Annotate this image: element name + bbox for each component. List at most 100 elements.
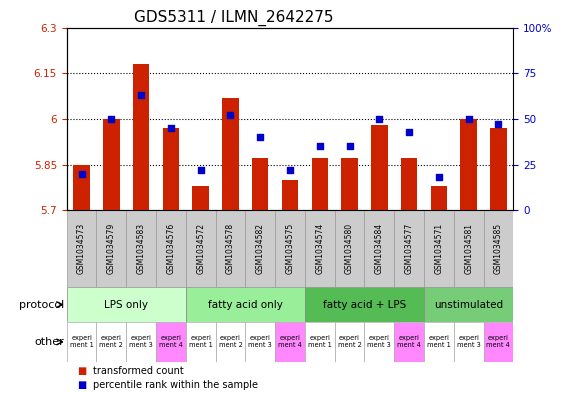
Text: experi
ment 3: experi ment 3 xyxy=(368,335,391,349)
Text: other: other xyxy=(34,337,64,347)
Bar xyxy=(335,210,364,287)
Bar xyxy=(186,210,216,287)
Bar xyxy=(394,210,424,287)
Bar xyxy=(484,210,513,287)
Point xyxy=(256,134,265,140)
Bar xyxy=(364,210,394,287)
Point xyxy=(494,121,503,127)
Bar xyxy=(96,210,126,287)
Text: ■: ■ xyxy=(78,366,90,376)
Bar xyxy=(126,322,156,362)
Point xyxy=(464,116,473,122)
Bar xyxy=(394,322,424,362)
Text: protocol: protocol xyxy=(19,299,64,310)
Bar xyxy=(96,322,126,362)
Bar xyxy=(305,210,335,287)
Text: GSM1034572: GSM1034572 xyxy=(196,223,205,274)
Text: experi
ment 1: experi ment 1 xyxy=(189,335,212,349)
Text: experi
ment 3: experi ment 3 xyxy=(248,335,272,349)
Text: LPS only: LPS only xyxy=(104,299,148,310)
Point xyxy=(315,143,324,149)
Bar xyxy=(186,322,216,362)
Point xyxy=(196,167,205,173)
Text: GSM1034579: GSM1034579 xyxy=(107,223,116,274)
Bar xyxy=(126,210,156,287)
Text: GSM1034577: GSM1034577 xyxy=(405,223,414,274)
Bar xyxy=(245,322,275,362)
Bar xyxy=(431,186,447,210)
Bar xyxy=(282,180,298,210)
Bar xyxy=(67,287,186,322)
Bar xyxy=(216,322,245,362)
Text: percentile rank within the sample: percentile rank within the sample xyxy=(93,380,258,390)
Point xyxy=(166,125,176,131)
Bar xyxy=(275,322,305,362)
Text: transformed count: transformed count xyxy=(93,366,183,376)
Text: fatty acid only: fatty acid only xyxy=(208,299,283,310)
Text: GSM1034583: GSM1034583 xyxy=(137,223,146,274)
Text: GSM1034574: GSM1034574 xyxy=(316,223,324,274)
Text: GSM1034584: GSM1034584 xyxy=(375,223,384,274)
Bar xyxy=(342,158,358,210)
Bar xyxy=(454,322,484,362)
Bar xyxy=(156,322,186,362)
Bar xyxy=(216,210,245,287)
Point xyxy=(77,171,86,177)
Text: experi
ment 4: experi ment 4 xyxy=(487,335,510,349)
Point xyxy=(404,129,414,135)
Text: fatty acid + LPS: fatty acid + LPS xyxy=(323,299,406,310)
Text: GSM1034581: GSM1034581 xyxy=(464,223,473,274)
Bar xyxy=(305,322,335,362)
Text: GSM1034576: GSM1034576 xyxy=(166,223,175,274)
Bar xyxy=(311,158,328,210)
Text: unstimulated: unstimulated xyxy=(434,299,503,310)
Bar xyxy=(133,64,149,210)
Point xyxy=(375,116,384,122)
Text: GDS5311 / ILMN_2642275: GDS5311 / ILMN_2642275 xyxy=(133,10,333,26)
Point xyxy=(226,112,235,118)
Bar xyxy=(67,322,96,362)
Bar xyxy=(364,322,394,362)
Bar xyxy=(461,119,477,210)
Point xyxy=(434,174,444,180)
Text: GSM1034573: GSM1034573 xyxy=(77,223,86,274)
Text: GSM1034585: GSM1034585 xyxy=(494,223,503,274)
Text: experi
ment 4: experi ment 4 xyxy=(397,335,421,349)
Bar xyxy=(454,210,484,287)
Bar xyxy=(67,210,96,287)
Bar xyxy=(252,158,269,210)
Text: GSM1034578: GSM1034578 xyxy=(226,223,235,274)
Text: GSM1034571: GSM1034571 xyxy=(434,223,443,274)
Bar xyxy=(193,186,209,210)
Bar xyxy=(484,322,513,362)
Text: experi
ment 4: experi ment 4 xyxy=(278,335,302,349)
Text: ■: ■ xyxy=(78,380,90,390)
Bar xyxy=(490,128,506,210)
Bar xyxy=(424,210,454,287)
Text: GSM1034575: GSM1034575 xyxy=(285,223,295,274)
Bar xyxy=(74,165,90,210)
Text: experi
ment 2: experi ment 2 xyxy=(99,335,124,349)
Point xyxy=(345,143,354,149)
Bar xyxy=(103,119,119,210)
Text: experi
ment 3: experi ment 3 xyxy=(129,335,153,349)
Text: experi
ment 2: experi ment 2 xyxy=(338,335,361,349)
Text: experi
ment 1: experi ment 1 xyxy=(70,335,93,349)
Bar xyxy=(163,128,179,210)
Bar xyxy=(156,210,186,287)
Bar xyxy=(275,210,305,287)
Text: experi
ment 1: experi ment 1 xyxy=(427,335,451,349)
Point xyxy=(285,167,295,173)
Bar xyxy=(401,158,417,210)
Bar xyxy=(245,210,275,287)
Text: experi
ment 4: experi ment 4 xyxy=(159,335,183,349)
Text: experi
ment 1: experi ment 1 xyxy=(308,335,332,349)
Bar xyxy=(371,125,387,210)
Bar xyxy=(424,287,513,322)
Point xyxy=(136,92,146,98)
Text: experi
ment 3: experi ment 3 xyxy=(457,335,480,349)
Text: GSM1034582: GSM1034582 xyxy=(256,223,264,274)
Bar xyxy=(186,287,305,322)
Bar xyxy=(222,97,238,210)
Text: GSM1034580: GSM1034580 xyxy=(345,223,354,274)
